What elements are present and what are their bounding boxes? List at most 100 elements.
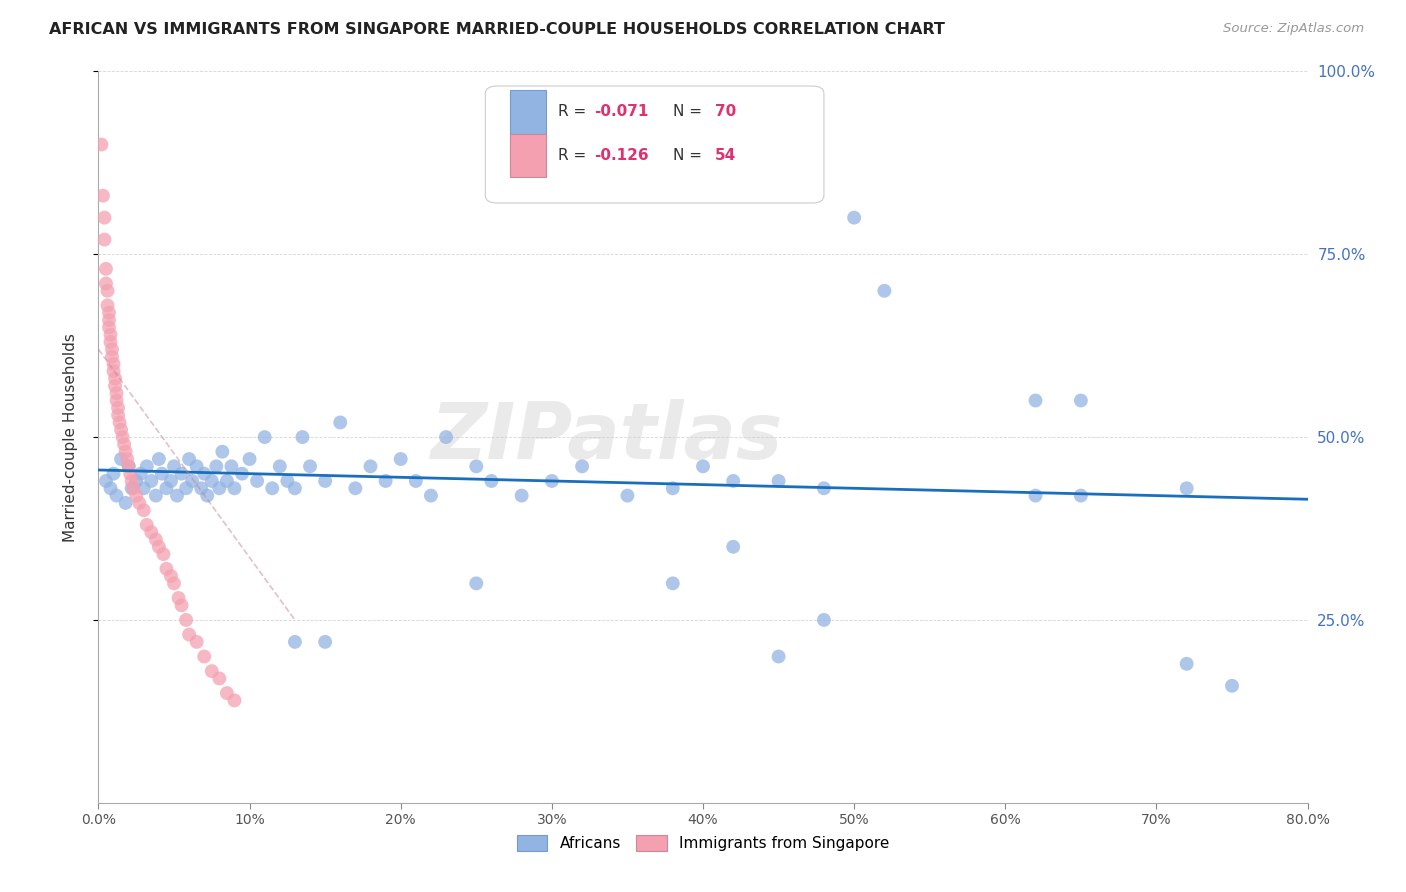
Point	[211, 444, 233, 458]
Point	[111, 430, 134, 444]
Point	[148, 540, 170, 554]
Point	[101, 350, 124, 364]
Point	[163, 576, 186, 591]
Point	[98, 320, 121, 334]
Point	[231, 467, 253, 481]
Point	[148, 452, 170, 467]
Point	[174, 613, 197, 627]
Point	[1070, 393, 1092, 408]
Point	[145, 533, 167, 547]
Point	[112, 437, 135, 451]
Point	[813, 613, 835, 627]
Point	[160, 474, 183, 488]
Point	[94, 474, 117, 488]
Point	[208, 481, 231, 495]
Point	[661, 481, 683, 495]
Point	[104, 371, 127, 385]
Point	[186, 635, 208, 649]
Point	[389, 452, 412, 467]
Point	[215, 686, 238, 700]
Point	[1024, 393, 1046, 408]
Point	[96, 284, 118, 298]
Point	[420, 489, 443, 503]
Point	[201, 664, 224, 678]
Text: R =: R =	[558, 104, 591, 120]
Point	[110, 423, 132, 437]
Point	[104, 379, 127, 393]
Point	[170, 467, 193, 481]
Point	[103, 467, 125, 481]
Point	[224, 693, 246, 707]
Point	[100, 327, 122, 342]
Point	[1070, 489, 1092, 503]
Point	[205, 459, 228, 474]
Point	[93, 211, 115, 225]
Point	[174, 481, 197, 495]
Point	[195, 489, 218, 503]
Point	[105, 393, 128, 408]
Text: 70: 70	[716, 104, 737, 120]
Point	[160, 569, 183, 583]
Point	[768, 474, 790, 488]
Point	[128, 496, 150, 510]
Point	[299, 459, 322, 474]
Point	[208, 672, 231, 686]
Point	[181, 474, 204, 488]
Text: AFRICAN VS IMMIGRANTS FROM SINGAPORE MARRIED-COUPLE HOUSEHOLDS CORRELATION CHART: AFRICAN VS IMMIGRANTS FROM SINGAPORE MAR…	[49, 22, 945, 37]
Text: Source: ZipAtlas.com: Source: ZipAtlas.com	[1223, 22, 1364, 36]
Legend: Africans, Immigrants from Singapore: Africans, Immigrants from Singapore	[510, 830, 896, 857]
Point	[145, 489, 167, 503]
Point	[405, 474, 427, 488]
Point	[132, 481, 155, 495]
Point	[125, 474, 148, 488]
Point	[132, 503, 155, 517]
Point	[122, 481, 145, 495]
Point	[107, 401, 129, 415]
Point	[121, 474, 143, 488]
Y-axis label: Married-couple Households: Married-couple Households	[63, 333, 77, 541]
Point	[1024, 489, 1046, 503]
Point	[152, 547, 174, 561]
Point	[1220, 679, 1243, 693]
Point	[314, 635, 336, 649]
Point	[276, 474, 298, 488]
Point	[94, 277, 117, 291]
FancyBboxPatch shape	[485, 86, 824, 203]
Point	[844, 211, 866, 225]
Point	[329, 416, 352, 430]
Point	[167, 591, 190, 605]
Point	[100, 481, 122, 495]
Point	[723, 474, 745, 488]
Point	[163, 459, 186, 474]
Point	[120, 467, 142, 481]
Point	[129, 467, 152, 481]
Point	[269, 459, 291, 474]
Point	[190, 481, 212, 495]
Point	[105, 386, 128, 401]
Point	[118, 459, 141, 474]
Point	[314, 474, 336, 488]
Point	[103, 364, 125, 378]
Point	[1175, 481, 1198, 495]
Point	[540, 474, 562, 488]
Point	[110, 452, 132, 467]
Point	[692, 459, 714, 474]
Text: R =: R =	[558, 148, 591, 163]
Point	[374, 474, 396, 488]
Point	[284, 481, 307, 495]
Point	[101, 343, 124, 357]
Point	[94, 261, 117, 276]
Point	[465, 459, 488, 474]
Point	[91, 188, 114, 202]
Point	[221, 459, 243, 474]
Point	[135, 459, 157, 474]
Point	[1175, 657, 1198, 671]
Point	[150, 467, 173, 481]
Point	[155, 562, 177, 576]
Text: 54: 54	[716, 148, 737, 163]
Point	[141, 525, 163, 540]
Point	[481, 474, 503, 488]
Point	[344, 481, 367, 495]
Text: N =: N =	[672, 104, 707, 120]
Point	[193, 467, 215, 481]
